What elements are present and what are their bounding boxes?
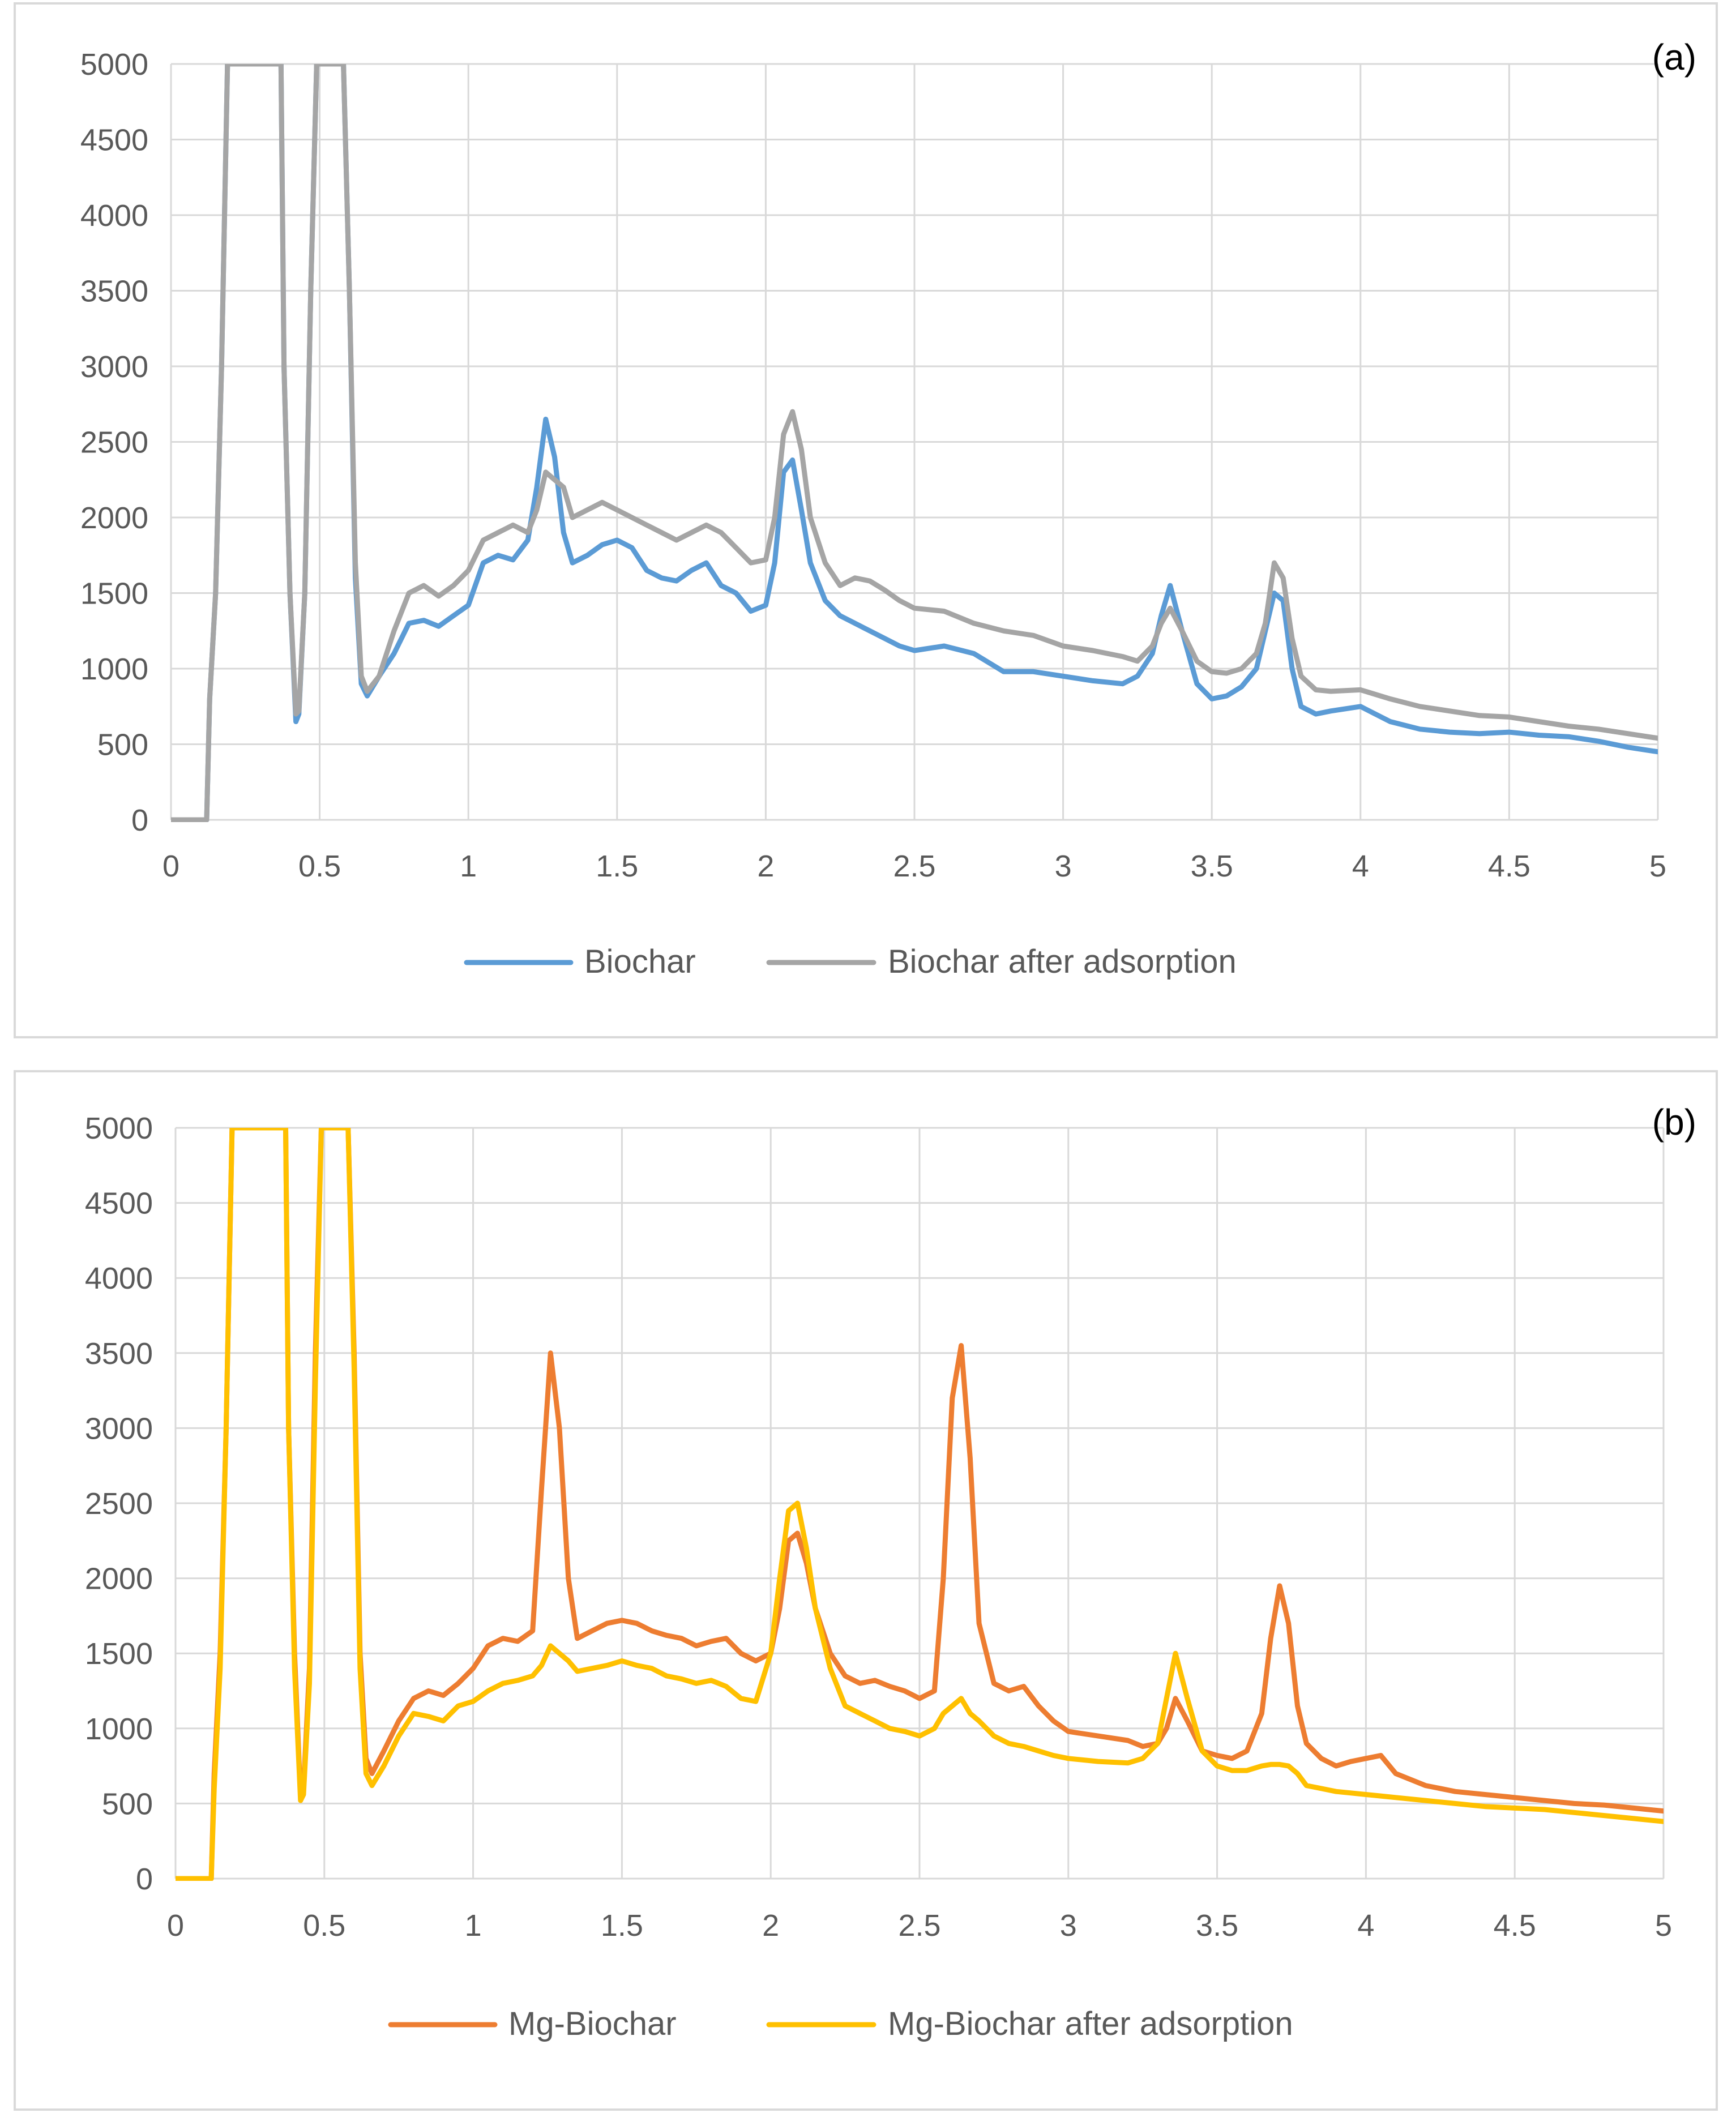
legend-label-1: Mg-Biochar — [508, 2005, 677, 2042]
y-tick-label: 1000 — [85, 1712, 153, 1746]
x-tick-label: 4 — [1357, 1909, 1374, 1943]
y-tick-label: 4000 — [85, 1261, 153, 1295]
panel-label: (b) — [1652, 1102, 1696, 1143]
legend-label-2: Biochar after adsorption — [888, 943, 1237, 980]
x-tick-label: 0 — [167, 1909, 184, 1943]
chart-panel-a: 0 500 1000 1500 2000 2500 3000 3500 4000 4500 5000… — [14, 2, 1718, 1038]
x-tick-label: 5 — [1655, 1909, 1672, 1943]
y-tick-label: 2000 — [85, 1562, 153, 1596]
x-tick-label: 4 — [1352, 849, 1369, 883]
x-tick-label: 3 — [1055, 849, 1072, 883]
x-tick-label: 2.5 — [893, 849, 935, 883]
x-tick-label: 0 — [163, 849, 179, 883]
x-tick-label: 0.5 — [298, 849, 341, 883]
y-tick-label: 3000 — [80, 350, 148, 384]
chart-a-svg: 0 500 1000 1500 2000 2500 3000 3500 4000 4500 5000… — [80, 37, 1696, 980]
y-tick-label: 0 — [136, 1862, 153, 1896]
x-tick-label: 5 — [1649, 849, 1666, 883]
x-tick-label: 0.5 — [303, 1909, 345, 1943]
y-tick-label: 5000 — [80, 48, 148, 82]
y-tick-label: 3500 — [85, 1337, 153, 1371]
y-tick-label: 3000 — [85, 1411, 153, 1445]
chart-panel-b: 0 500 1000 1500 2000 2500 3000 3500 4000 4500 5000… — [14, 1070, 1718, 2111]
y-tick-label: 1500 — [80, 577, 148, 611]
x-tick-label: 4.5 — [1488, 849, 1530, 883]
y-tick-label: 2500 — [85, 1487, 153, 1521]
series-line-1 — [176, 1128, 1664, 1881]
x-tick-label: 4.5 — [1494, 1909, 1536, 1943]
y-tick-label: 500 — [102, 1787, 153, 1821]
y-tick-label: 4000 — [80, 199, 148, 233]
panel-label: (a) — [1652, 37, 1696, 78]
legend-label-1: Biochar — [584, 943, 696, 980]
legend-label-2: Mg-Biochar after adsorption — [888, 2005, 1293, 2042]
y-tick-label: 5000 — [85, 1111, 153, 1145]
y-tick-label: 3500 — [80, 275, 148, 309]
series-line-2 — [171, 64, 1658, 822]
x-tick-label: 3 — [1060, 1909, 1077, 1943]
y-tick-label: 500 — [97, 728, 148, 762]
y-tick-label: 0 — [131, 803, 148, 837]
y-tick-label: 2500 — [80, 426, 148, 460]
x-tick-label: 1.5 — [596, 849, 638, 883]
series-line-2 — [176, 1128, 1664, 1881]
y-tick-label: 1500 — [85, 1637, 153, 1671]
x-tick-label: 3.5 — [1191, 849, 1233, 883]
x-tick-label: 3.5 — [1196, 1909, 1238, 1943]
series-line-1 — [171, 64, 1658, 822]
y-tick-label: 4500 — [85, 1187, 153, 1221]
y-tick-label: 2000 — [80, 501, 148, 535]
x-tick-label: 2 — [762, 1909, 779, 1943]
y-tick-label: 4500 — [80, 123, 148, 157]
y-tick-label: 1000 — [80, 652, 148, 686]
x-tick-label: 2.5 — [898, 1909, 940, 1943]
x-tick-label: 1.5 — [601, 1909, 643, 1943]
x-tick-label: 2 — [757, 849, 774, 883]
x-tick-label: 1 — [460, 849, 477, 883]
x-tick-label: 1 — [465, 1909, 482, 1943]
chart-b-svg: 0 500 1000 1500 2000 2500 3000 3500 4000 4500 5000… — [85, 1102, 1696, 2042]
